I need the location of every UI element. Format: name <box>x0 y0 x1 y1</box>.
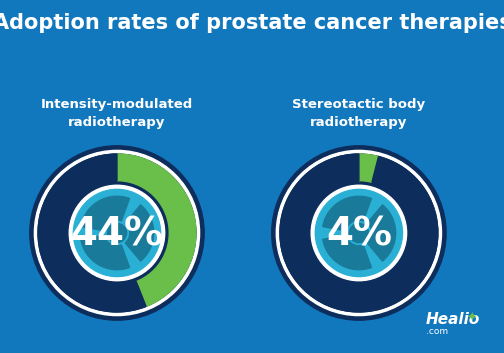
Wedge shape <box>81 235 130 270</box>
Text: Intensity-modulated
radiotherapy: Intensity-modulated radiotherapy <box>41 98 193 129</box>
Wedge shape <box>323 235 371 270</box>
Wedge shape <box>125 205 154 261</box>
Wedge shape <box>81 196 130 231</box>
Circle shape <box>272 146 446 320</box>
Wedge shape <box>38 154 146 312</box>
Circle shape <box>316 189 403 277</box>
Text: .com: .com <box>426 327 448 336</box>
Wedge shape <box>117 154 196 306</box>
Circle shape <box>34 150 200 316</box>
Circle shape <box>276 150 442 316</box>
Circle shape <box>69 185 165 281</box>
Text: Stereotactic body
radiotherapy: Stereotactic body radiotherapy <box>292 98 425 129</box>
Text: 44%: 44% <box>71 216 163 254</box>
Text: Adoption rates of prostate cancer therapies: Adoption rates of prostate cancer therap… <box>0 13 504 33</box>
Circle shape <box>74 189 161 277</box>
Wedge shape <box>367 205 396 261</box>
Circle shape <box>38 154 196 312</box>
Circle shape <box>30 146 204 320</box>
Wedge shape <box>323 196 371 231</box>
Wedge shape <box>280 154 438 312</box>
Wedge shape <box>359 154 379 182</box>
Text: 4%: 4% <box>326 216 392 254</box>
Text: Healio: Healio <box>426 312 480 327</box>
Circle shape <box>107 223 127 243</box>
Circle shape <box>311 185 407 281</box>
Circle shape <box>280 154 438 312</box>
Circle shape <box>349 223 368 243</box>
Text: ✦: ✦ <box>467 312 477 325</box>
